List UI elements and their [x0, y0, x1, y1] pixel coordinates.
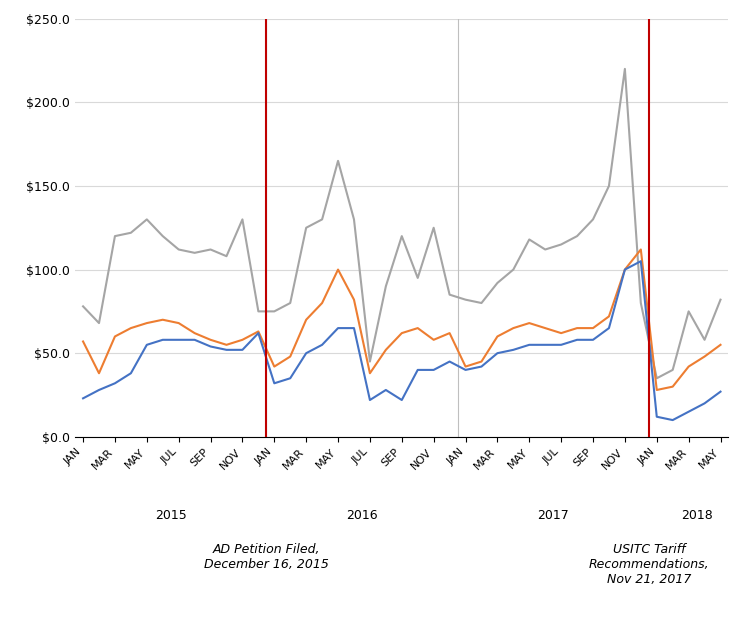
Text: AD Petition Filed,
December 16, 2015: AD Petition Filed, December 16, 2015 — [204, 543, 329, 571]
Text: 2017: 2017 — [537, 509, 569, 522]
Text: USITC Tariff
Recommendations,
Nov 21, 2017: USITC Tariff Recommendations, Nov 21, 20… — [589, 543, 709, 586]
Text: 2015: 2015 — [155, 509, 186, 522]
Text: 2016: 2016 — [346, 509, 378, 522]
Text: 2018: 2018 — [680, 509, 713, 522]
